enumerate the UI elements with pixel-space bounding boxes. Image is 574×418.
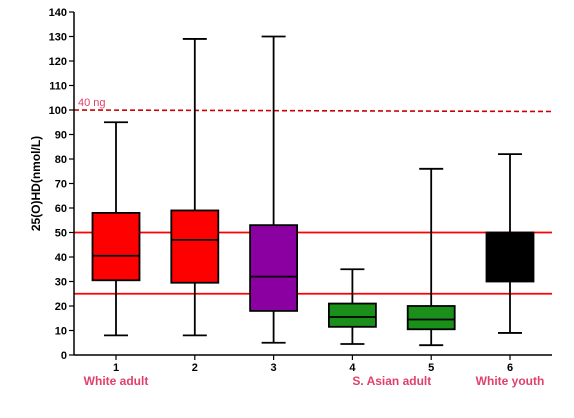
box-iqr [406,305,456,331]
box-iqr [249,224,299,312]
x-tick-label: 6 [507,362,513,374]
y-tick-label: 0 [61,350,67,362]
x-tick-label: 1 [113,362,119,374]
box-4 [327,268,377,345]
box-iqr [170,209,220,284]
box-3 [249,35,299,344]
y-tick-label: 80 [55,154,67,166]
reference-lines-layer: 40 ng [73,97,553,295]
y-tick-label: 60 [55,203,67,215]
y-tick-label: 120 [49,56,67,68]
group-label: White youth [476,374,545,388]
x-tick-label: 3 [271,362,277,374]
y-tick-label: 100 [49,105,67,117]
y-tick-label: 40 [55,252,67,264]
y-tick-label: 30 [55,277,67,289]
box-1 [91,121,141,337]
boxes-layer [91,35,535,347]
y-tick-label: 70 [55,179,67,191]
group-label: S. Asian adult [352,374,431,388]
y-tick-label: 20 [55,301,67,313]
box-2 [170,38,220,337]
x-tick-label: 5 [428,362,434,374]
x-tick-label: 2 [192,362,198,374]
y-tick-label: 90 [55,130,67,142]
box-iqr [485,231,535,283]
box-iqr [91,211,141,282]
group-label: White adult [84,374,149,388]
reference-line-100 [73,109,553,113]
axes-layer: 0 10 20 30 40 50 60 70 80 90 100 110 120 130 140 1 2 3 4 5 6 [49,7,552,374]
y-tick-label: 130 [49,32,67,44]
reference-line-label: 40 ng [78,97,106,109]
y-tick-label: 10 [55,326,67,338]
y-tick-label: 110 [49,81,67,93]
box-iqr [327,302,377,328]
labels-layer: 25(O)HD(nmol/L) White adult S. Asian adult… [29,136,544,388]
x-tick-label: 4 [349,362,356,374]
y-tick-label: 50 [55,228,67,240]
y-axis-label: 25(O)HD(nmol/L) [29,136,43,231]
y-tick-label: 140 [49,7,67,19]
box-6 [485,153,535,334]
box-5 [406,167,456,347]
